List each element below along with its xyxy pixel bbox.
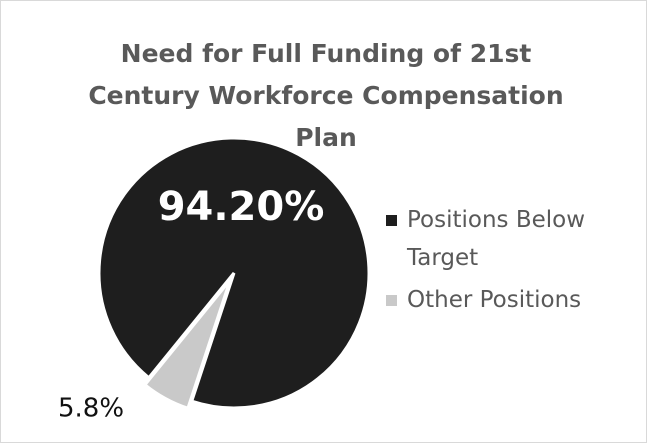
pie-slice <box>97 136 371 410</box>
legend-item: Positions Below Target <box>386 201 616 277</box>
legend-swatch <box>386 215 397 226</box>
legend-label: Positions Below Target <box>407 207 586 271</box>
legend-item: Other Positions <box>386 281 616 319</box>
pie-slice <box>142 279 232 411</box>
data-label: 5.8% <box>58 394 124 424</box>
chart-title: Need for Full Funding of 21st Century Wo… <box>88 39 564 152</box>
legend-label: Other Positions <box>407 287 582 313</box>
data-label: 94.20% <box>158 184 325 230</box>
legend-swatch <box>386 295 397 306</box>
